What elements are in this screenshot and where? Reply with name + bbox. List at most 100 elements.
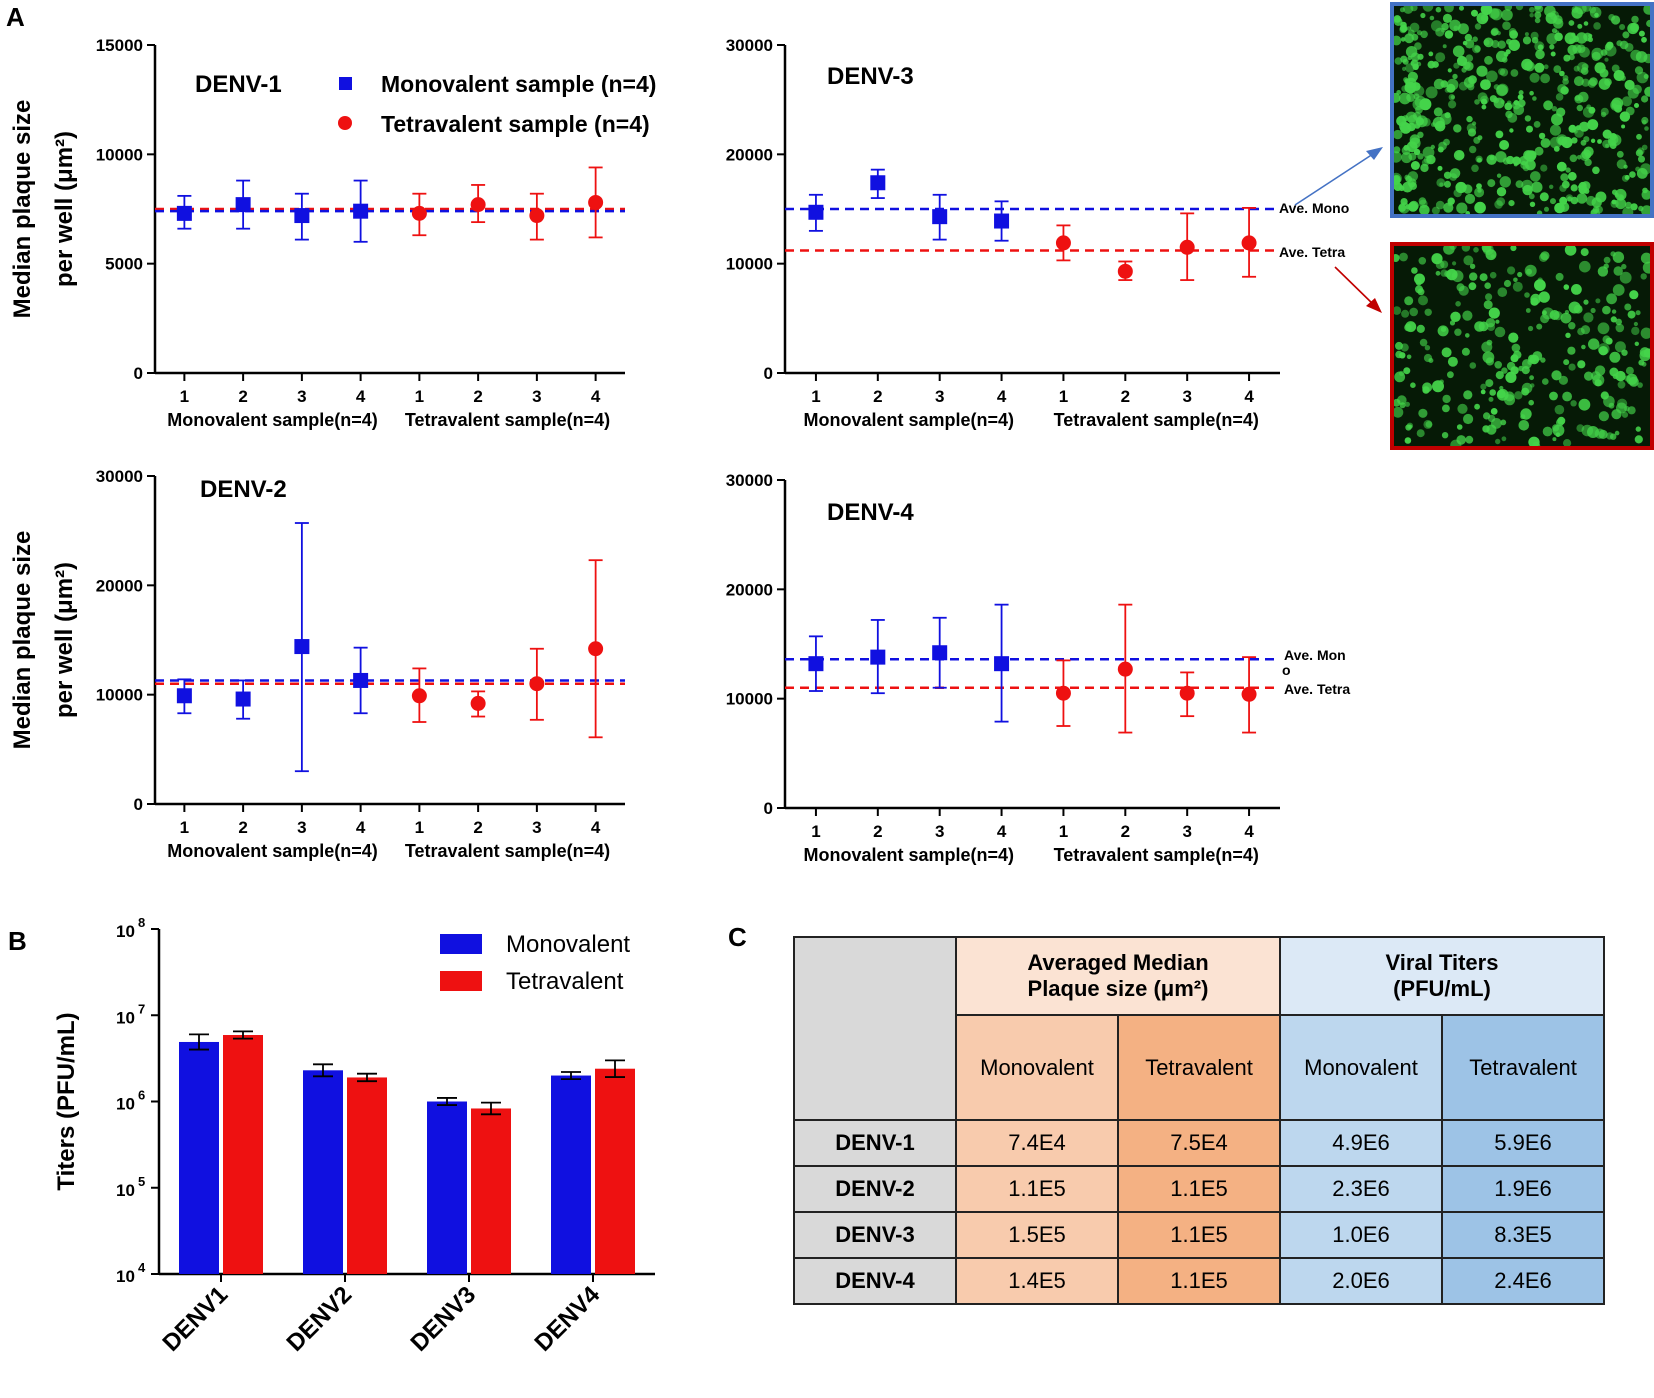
x-tick-label: 1 — [180, 387, 189, 406]
cell-dot — [1552, 437, 1557, 442]
bar-tetravalent — [223, 1035, 263, 1274]
x-tick-label: 1 — [180, 818, 189, 837]
cell-dot — [1448, 100, 1457, 109]
cell-dot — [1403, 367, 1411, 375]
cell-dot — [1560, 312, 1572, 324]
cell-dot — [1479, 273, 1488, 282]
cell-dot — [1522, 184, 1533, 196]
arrow-head-tetra — [1366, 298, 1382, 313]
cell-dot — [1639, 347, 1650, 358]
cell-dot — [1565, 332, 1571, 338]
cell-dot — [1619, 111, 1631, 122]
cell-dot — [1578, 398, 1591, 411]
cell-dot — [1436, 178, 1446, 188]
cell-dot — [1534, 6, 1542, 10]
table-corner-cell — [793, 936, 957, 1121]
x-tick-label: 4 — [356, 387, 366, 406]
data-point-circle — [588, 641, 604, 657]
cell-plaque-tetra: 1.1E5 — [1117, 1257, 1281, 1305]
cell-dot — [1485, 293, 1493, 301]
x-tick-label: 1 — [811, 822, 820, 841]
panel-label-c: C — [728, 922, 747, 952]
row-label: DENV-3 — [793, 1211, 957, 1259]
cell-dot — [1538, 132, 1546, 140]
x-tick-label: 1 — [415, 387, 424, 406]
cell-dot — [1594, 62, 1606, 74]
cell-dot — [1517, 99, 1526, 108]
cell-dot — [1432, 61, 1439, 68]
cell-dot — [1410, 52, 1420, 62]
cell-dot — [1500, 419, 1507, 426]
cell-dot — [1608, 402, 1615, 409]
cell-dot — [1483, 300, 1493, 310]
cell-dot — [1637, 147, 1645, 155]
cell-dot — [1481, 341, 1493, 353]
cell-titer-tetra: 1.9E6 — [1441, 1165, 1605, 1213]
cell-dot — [1462, 184, 1467, 189]
cell-dot — [1624, 79, 1635, 91]
cell-dot — [1464, 33, 1473, 42]
cell-dot — [1442, 394, 1451, 404]
cell-dot — [1494, 326, 1506, 338]
cell-dot — [1623, 164, 1628, 169]
cell-dot — [1640, 252, 1650, 264]
cell-dot — [1530, 297, 1539, 306]
ref-line-label: Ave. Tetra — [1284, 681, 1350, 697]
cell-dot — [1515, 6, 1524, 11]
cell-dot — [1412, 111, 1422, 121]
cell-dot — [1465, 211, 1470, 214]
cell-dot — [1576, 193, 1588, 204]
cell-dot — [1506, 38, 1512, 45]
cell-dot — [1474, 321, 1485, 332]
cell-dot — [1507, 266, 1516, 275]
x-tick-label: 4 — [591, 818, 601, 837]
cell-dot — [1481, 104, 1487, 110]
cell-dot — [1411, 82, 1421, 91]
cell-dot — [1580, 325, 1591, 335]
y-tick-label-exponent: 8 — [138, 915, 145, 930]
cell-dot — [1635, 426, 1641, 432]
data-point-square — [994, 213, 1010, 229]
cell-dot — [1441, 22, 1449, 31]
summary-table: Averaged Median Plaque size (μm²) Viral … — [793, 936, 1605, 1305]
bar-monovalent — [427, 1101, 467, 1274]
cell-dot — [1574, 94, 1584, 104]
cell-dot — [1422, 382, 1433, 393]
cell-dot — [1497, 287, 1508, 297]
y-tick-label-base: 10 — [116, 1008, 135, 1027]
cell-dot — [1580, 248, 1589, 257]
cell-dot — [1553, 65, 1562, 73]
cell-dot — [1542, 378, 1549, 385]
group-label-mono: Monovalent sample(n=4) — [167, 410, 378, 430]
cell-dot — [1563, 284, 1570, 290]
data-point-square — [870, 649, 886, 665]
cell-dot — [1542, 310, 1547, 316]
table-subheader-row: Monovalent Tetravalent Monovalent Tetrav… — [794, 1014, 1605, 1121]
cell-dot — [1621, 124, 1626, 129]
cell-dot — [1534, 146, 1544, 156]
cell-dot — [1451, 273, 1457, 278]
cell-dot — [1529, 6, 1535, 13]
x-tick-label: 2 — [238, 818, 247, 837]
cell-dot — [1635, 310, 1641, 316]
cell-dot — [1521, 366, 1530, 375]
cell-dot — [1613, 266, 1623, 276]
cell-dot — [1540, 73, 1550, 84]
header-plaque-size: Averaged Median Plaque size (μm²) — [955, 936, 1281, 1016]
subheader-titer-monovalent: Monovalent — [1279, 1014, 1443, 1121]
cell-dot — [1410, 6, 1418, 12]
y-tick-label-exponent: 6 — [138, 1088, 145, 1103]
cell-dot — [1398, 202, 1410, 214]
cell-dot — [1477, 188, 1482, 193]
cell-dot — [1603, 256, 1611, 264]
cell-dot — [1455, 301, 1461, 307]
y-tick-label: 0 — [134, 364, 143, 383]
cell-dot — [1597, 139, 1602, 144]
cell-dot — [1636, 133, 1642, 140]
cell-dot — [1397, 395, 1407, 405]
ref-line-label: Ave. Mon — [1284, 647, 1346, 663]
cell-dot — [1482, 351, 1495, 364]
cell-dot — [1417, 153, 1424, 160]
cell-dot — [1431, 253, 1443, 265]
